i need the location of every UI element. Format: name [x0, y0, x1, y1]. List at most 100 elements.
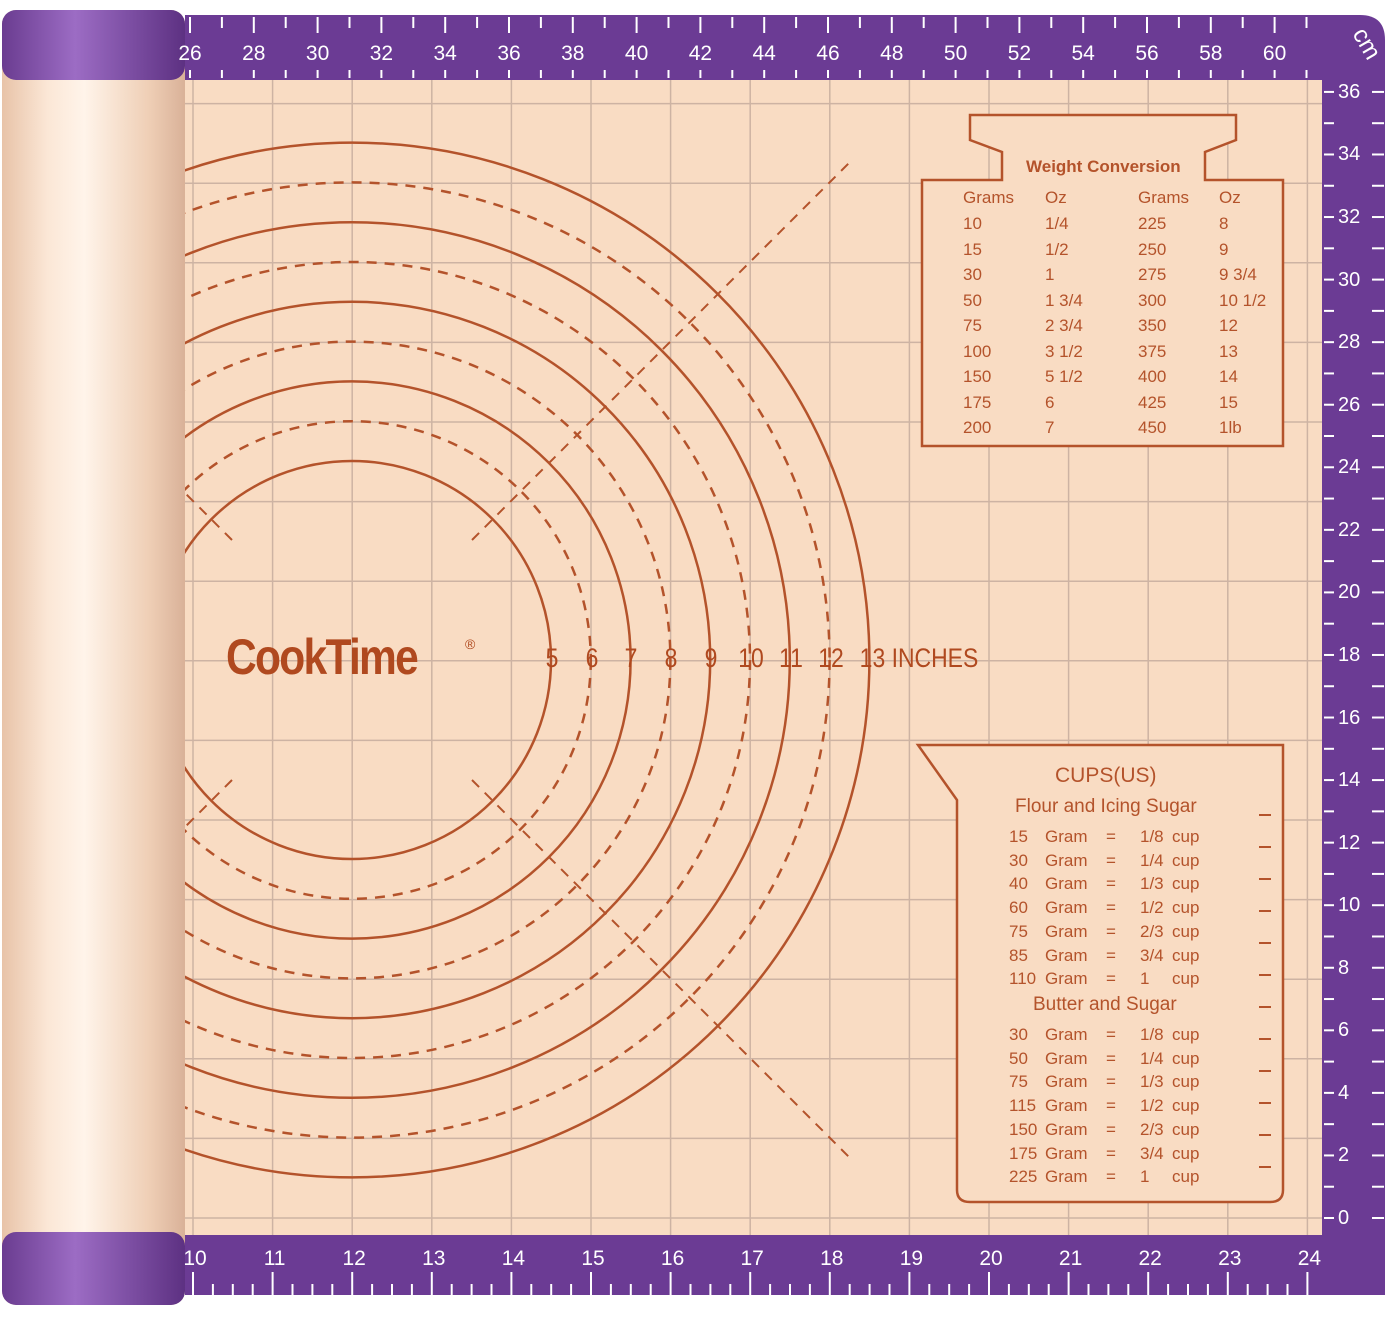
cups-section-heading: Butter and Sugar	[1033, 994, 1177, 1015]
cm-axis-label: 42	[688, 42, 713, 65]
cooktime-logo: CookTime	[226, 629, 419, 685]
weight-table-cell: 2 3/4	[1045, 316, 1083, 335]
solid-circle-13in	[185, 141, 871, 1179]
circle-size-label: 5	[545, 643, 559, 673]
weight-table-cell: 450	[1138, 418, 1167, 437]
cups-table-cell: 225	[1009, 1167, 1038, 1187]
cm-axis-label: 0	[1338, 1207, 1350, 1229]
cm-axis-label: 48	[880, 42, 904, 65]
cm-axis-label: 30	[1338, 268, 1361, 291]
weight-table-cell: 50	[963, 290, 982, 310]
cups-table-cell: =	[1106, 1143, 1116, 1163]
weight-table-cell: 300	[1138, 290, 1167, 310]
cm-axis-label: 50	[943, 42, 968, 65]
cm-axis-label: 56	[1135, 42, 1159, 65]
cups-table-cell: 1/2	[1140, 1096, 1164, 1116]
cups-table-cell: 1/3	[1140, 1072, 1164, 1092]
weight-table-cell: 100	[963, 341, 992, 361]
weight-table-cell: 350	[1138, 316, 1167, 335]
cups-table-cell: 1/3	[1140, 874, 1164, 894]
cups-table-cell: 3/4	[1140, 1143, 1164, 1163]
cups-table-cell: Gram	[1045, 1025, 1088, 1044]
weight-table-cell: 150	[963, 367, 992, 386]
cups-table-cell: 75	[1009, 921, 1028, 941]
cm-axis-label: 52	[1007, 42, 1032, 65]
inch-axis-label: 11	[263, 1247, 286, 1270]
cups-table-cell: =	[1106, 1167, 1116, 1187]
inch-axis-label: 23	[1218, 1247, 1242, 1270]
cups-table-cell: 40	[1009, 874, 1028, 894]
cm-axis-label: 28	[242, 42, 266, 65]
dashed-circle-6in	[185, 420, 592, 900]
weight-table-cell: 175	[963, 392, 992, 412]
cups-table-cell: Gram	[1045, 1143, 1088, 1163]
cups-table-cell: =	[1106, 1072, 1116, 1092]
cups-table-cell: 1/2	[1140, 898, 1164, 918]
solid-circle-9in	[185, 300, 712, 1020]
weight-table-cell: 5 1/2	[1045, 367, 1083, 386]
cups-table-cell: =	[1106, 1096, 1116, 1116]
cups-table-cell: cup	[1172, 874, 1200, 894]
cups-table-cell: =	[1106, 921, 1116, 941]
weight-table-cell: 12	[1219, 316, 1238, 335]
weight-table-header: Oz	[1219, 188, 1241, 207]
cups-table-cell: cup	[1172, 1143, 1200, 1163]
cups-table-cell: Gram	[1045, 827, 1088, 846]
cups-table-cell: =	[1106, 945, 1116, 965]
cm-axis-label: 26	[1338, 393, 1361, 416]
cups-table-cell: cup	[1172, 969, 1200, 989]
cm-axis-label: 22	[1338, 518, 1361, 541]
weight-table-cell: 425	[1138, 392, 1167, 412]
cups-table-cell: 110	[1009, 969, 1037, 989]
weight-table-cell: 10 1/2	[1219, 290, 1267, 310]
cm-axis-label: 32	[1338, 206, 1361, 229]
cups-table-cell: 15	[1009, 827, 1028, 846]
cups-table-cell: Gram	[1045, 1167, 1088, 1187]
cups-table-cell: Gram	[1045, 969, 1088, 989]
cups-table-cell: =	[1106, 827, 1116, 846]
cm-axis-label: 4	[1338, 1081, 1350, 1104]
weight-table-cell: 1	[1045, 265, 1055, 284]
weight-table-cell: 15	[963, 239, 982, 259]
circle-size-label: 12	[818, 643, 844, 673]
inch-axis-label: 13	[422, 1247, 446, 1270]
solid-circle-7in	[185, 380, 632, 940]
cups-table-cell: cup	[1172, 850, 1200, 870]
cups-table-outline	[915, 743, 1285, 1204]
cm-axis-label: 34	[1338, 143, 1361, 166]
circle-size-label: 10	[738, 643, 764, 673]
cups-table-title: CUPS(US)	[1055, 764, 1157, 787]
cups-table-cell: Gram	[1045, 945, 1088, 965]
cups-table-cell: 1/4	[1140, 850, 1164, 870]
cm-axis-label: 36	[1338, 80, 1361, 103]
cm-axis-label: 30	[305, 42, 330, 65]
inch-axis-label: 21	[1058, 1247, 1083, 1270]
cm-axis-label: 32	[369, 42, 394, 65]
cups-table-cell: cup	[1172, 1119, 1200, 1139]
cups-table-cell: 1/8	[1140, 1025, 1164, 1044]
inch-axis-label: 17	[740, 1247, 764, 1270]
cm-axis-label: 54	[1071, 42, 1095, 65]
cups-table-cell: Gram	[1045, 898, 1088, 918]
dashed-circle-12in	[185, 181, 831, 1139]
cups-table-cell: =	[1106, 874, 1116, 894]
cm-axis-label: 44	[752, 42, 776, 65]
cups-table-cell: Gram	[1045, 1096, 1088, 1116]
solid-circle-11in	[185, 221, 791, 1099]
cups-table-cell: =	[1106, 969, 1116, 989]
cm-axis-label: 38	[561, 42, 585, 65]
cups-table-cell: Gram	[1045, 1048, 1088, 1068]
cm-axis-label: 24	[1338, 456, 1361, 479]
cups-table-cell: 85	[1009, 945, 1028, 965]
cups-table-cell: cup	[1172, 945, 1200, 965]
cm-axis-label: 34	[433, 42, 457, 65]
cm-axis-label: 6	[1338, 1019, 1350, 1042]
cm-axis-label: 60	[1262, 42, 1287, 65]
cm-axis-label: 46	[816, 42, 840, 65]
cups-table-cell: Gram	[1045, 1119, 1088, 1139]
weight-table-header: Grams	[1138, 188, 1189, 207]
cm-axis-label: 2	[1338, 1144, 1350, 1167]
circle-size-label: 9	[704, 643, 718, 673]
weight-table-cell: 200	[963, 418, 992, 437]
